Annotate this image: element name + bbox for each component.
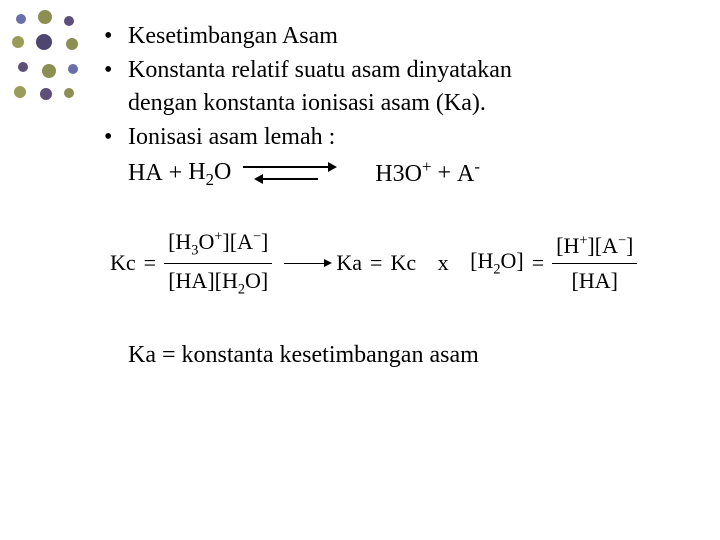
bullet-1: Kesetimbangan Asam [100, 20, 680, 52]
kc-fraction: [H3O+][A−] [HA][H2O] [164, 227, 272, 299]
decoration-dot [12, 36, 24, 48]
decoration-dot [64, 88, 74, 98]
decoration-dot [16, 14, 26, 24]
eq-plus-2: + [437, 157, 451, 189]
decoration-dot [38, 10, 52, 24]
decoration-dot [42, 64, 56, 78]
eq-h2o: H2O [188, 156, 231, 191]
bullet-3-text: Ionisasi asam lemah : [128, 124, 335, 150]
decoration-dot [18, 62, 28, 72]
decoration-dot [40, 88, 52, 100]
bullet-2-line1: Konstanta relatif suatu asam dinyatakan [128, 57, 512, 83]
bullet-3: Ionisasi asam lemah : [100, 121, 680, 153]
slide-content: Kesetimbangan Asam Konstanta relatif sua… [100, 20, 680, 372]
eq-h3o: H3O+ [375, 156, 431, 190]
bullet-2: Konstanta relatif suatu asam dinyatakan … [100, 54, 680, 119]
right-arrow-icon [284, 263, 324, 264]
eq-a-minus: A- [457, 156, 480, 190]
decoration-dot [36, 34, 52, 50]
eq-ha: HA [128, 157, 163, 189]
h2o-factor: [H2O] [470, 246, 524, 280]
ka-label: Ka [336, 248, 362, 278]
kc2-label: Kc [390, 248, 416, 278]
slide-decoration-dots [8, 8, 98, 118]
decoration-dot [64, 16, 74, 26]
equilibrium-arrow-icon [243, 160, 363, 186]
kc-ka-formula: Kc = [H3O+][A−] [HA][H2O] Ka = Kc x [H2O… [100, 227, 680, 299]
ka-fraction: [H+][A−] [HA] [552, 231, 637, 295]
decoration-dot [66, 38, 78, 50]
bullet-2-line2: dengan konstanta ionisasi asam (Ka). [128, 90, 486, 116]
bullet-1-text: Kesetimbangan Asam [128, 23, 338, 49]
kc-label: Kc [110, 248, 136, 278]
eq-plus-1: + [169, 157, 183, 189]
bullet-list: Kesetimbangan Asam Konstanta relatif sua… [100, 20, 680, 154]
decoration-dot [68, 64, 78, 74]
ka-definition: Ka = konstanta kesetimbangan asam [100, 339, 680, 371]
decoration-dot [14, 86, 26, 98]
ionization-equation: HA + H2O H3O+ + A- [100, 156, 680, 191]
